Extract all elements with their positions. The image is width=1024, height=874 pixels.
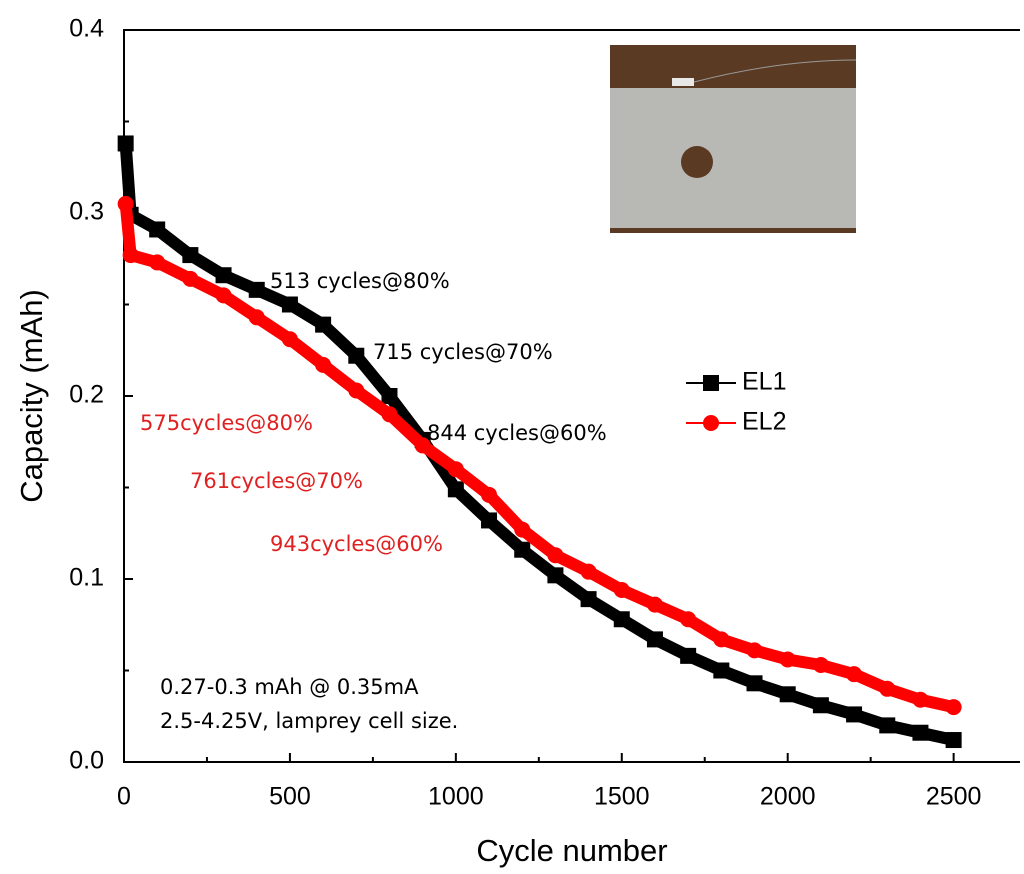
- marker: [846, 706, 863, 723]
- y-tick-label: 0.0: [69, 747, 104, 775]
- marker: [149, 221, 166, 238]
- marker: [812, 697, 829, 714]
- marker: [846, 666, 863, 683]
- marker: [481, 486, 498, 503]
- photo-cell: [672, 78, 694, 86]
- marker: [514, 541, 531, 558]
- marker: [746, 642, 763, 659]
- marker: [481, 512, 498, 529]
- x-tick-label: 2000: [760, 783, 816, 811]
- marker: [812, 657, 829, 674]
- marker: [315, 356, 332, 373]
- legend-marker: [703, 415, 719, 431]
- annotation: 761cycles@70%: [190, 469, 363, 493]
- x-axis-title: Cycle number: [476, 833, 667, 868]
- marker: [117, 195, 134, 212]
- x-tick-label: 1000: [428, 783, 484, 811]
- marker: [613, 581, 630, 598]
- marker: [879, 717, 896, 734]
- marker: [779, 651, 796, 668]
- y-tick-label: 0.3: [69, 198, 104, 226]
- marker: [779, 686, 796, 703]
- marker: [281, 331, 298, 348]
- marker: [945, 732, 962, 749]
- annotation: 844 cycles@60%: [427, 421, 607, 445]
- marker: [348, 382, 365, 399]
- marker: [912, 724, 929, 741]
- marker: [680, 647, 697, 664]
- marker: [580, 563, 597, 580]
- x-tick-label: 2500: [926, 783, 982, 811]
- marker: [182, 247, 199, 264]
- marker: [281, 296, 298, 313]
- marker: [348, 347, 365, 364]
- marker: [680, 611, 697, 628]
- marker: [182, 270, 199, 287]
- marker: [117, 135, 134, 152]
- annotation: 2.5-4.25V, lamprey cell size.: [160, 709, 458, 733]
- marker: [879, 680, 896, 697]
- annotation: 715 cycles@70%: [373, 340, 553, 364]
- photo-ruler: [610, 88, 856, 228]
- photo-hole: [681, 146, 713, 178]
- marker: [381, 406, 398, 423]
- annotation: 575cycles@80%: [140, 411, 313, 435]
- y-tick-label: 0.4: [69, 15, 104, 43]
- marker: [613, 611, 630, 628]
- marker: [414, 437, 431, 454]
- marker: [381, 388, 398, 404]
- legend-marker: [703, 375, 719, 391]
- marker: [122, 247, 139, 264]
- annotation: 513 cycles@80%: [270, 269, 450, 293]
- marker: [945, 699, 962, 716]
- marker: [514, 521, 531, 538]
- series-line: [119, 197, 960, 714]
- marker: [248, 281, 265, 298]
- marker: [215, 267, 232, 284]
- legend-label: EL2: [742, 408, 786, 436]
- x-tick-label: 1500: [594, 783, 650, 811]
- photo-wire: [693, 59, 857, 83]
- marker: [912, 691, 929, 708]
- marker: [248, 309, 265, 326]
- marker: [580, 591, 597, 608]
- inset-photo: [610, 45, 857, 233]
- y-tick-label: 0.1: [69, 564, 104, 592]
- marker: [215, 287, 232, 304]
- marker: [547, 547, 564, 564]
- marker: [315, 316, 332, 333]
- marker: [547, 567, 564, 584]
- x-tick-label: 0: [117, 783, 131, 811]
- marker: [149, 254, 166, 271]
- marker: [646, 596, 663, 613]
- annotation: 0.27-0.3 mAh @ 0.35mA: [160, 675, 419, 699]
- marker: [447, 461, 464, 478]
- marker: [746, 675, 763, 692]
- marker: [646, 631, 663, 648]
- axis-frame: [123, 29, 1020, 763]
- y-tick-label: 0.2: [69, 381, 104, 409]
- x-tick-label: 500: [269, 783, 311, 811]
- marker: [713, 662, 730, 679]
- y-axis-title: Capacity (mAh): [14, 289, 49, 503]
- legend-label: EL1: [742, 368, 786, 396]
- annotation: 943cycles@60%: [270, 532, 443, 556]
- marker: [447, 481, 464, 498]
- marker: [713, 631, 730, 648]
